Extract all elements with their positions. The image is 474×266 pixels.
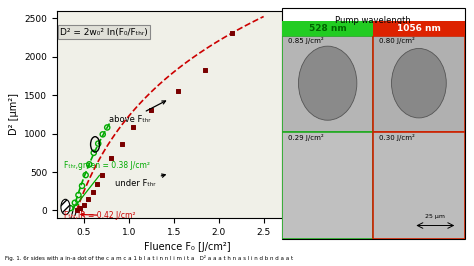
Ellipse shape [61,199,70,215]
Bar [282,36,373,132]
Text: 1056 nm: 1056 nm [397,24,441,33]
Point [201,68,209,72]
Point [107,156,115,160]
Point [129,125,137,130]
Point [78,184,86,188]
Point [76,206,84,210]
Point [94,142,102,146]
Text: Fₜₕᵣ,IR = 0.42 J/cm²: Fₜₕᵣ,IR = 0.42 J/cm² [64,211,136,220]
Ellipse shape [299,46,357,120]
Text: 25 μm: 25 μm [425,214,445,219]
Point [63,208,71,212]
Point [66,206,74,210]
Bar [373,132,465,239]
Point [84,197,92,201]
Point [75,193,82,197]
Bar [282,21,373,36]
Bar [373,21,465,36]
Y-axis label: D² [μm²]: D² [μm²] [9,93,18,135]
Point [228,31,236,35]
Point [85,162,93,167]
Text: 0.80 J/cm²: 0.80 J/cm² [379,37,415,44]
Point [118,142,126,146]
Text: above Fₜₕᵣ: above Fₜₕᵣ [109,101,165,124]
Point [93,182,101,186]
Point [103,125,111,130]
Point [89,190,97,194]
X-axis label: Fluence F₀ [J/cm²]: Fluence F₀ [J/cm²] [144,242,230,252]
Bar [282,132,373,239]
Point [71,201,79,205]
Text: Fₜₕᵣ,green = 0.38 J/cm²: Fₜₕᵣ,green = 0.38 J/cm² [64,161,150,206]
Text: Fig. 1. 6r sides with a in-a dot of the c a m c a 1 b l a t i n n l i m i t a   : Fig. 1. 6r sides with a in-a dot of the … [5,255,293,261]
Point [73,208,81,212]
Point [174,88,182,93]
Point [82,173,90,177]
Text: 528 nm: 528 nm [309,24,346,33]
Text: Pump wavelength: Pump wavelength [336,16,411,25]
Point [80,202,88,207]
Point [147,108,155,112]
Text: 0.30 J/cm²: 0.30 J/cm² [379,134,415,141]
Ellipse shape [392,48,446,118]
Point [90,151,98,155]
Text: 0.29 J/cm²: 0.29 J/cm² [288,134,323,141]
Text: D² = 2w₀² ln(F₀/Fₜₕᵣ): D² = 2w₀² ln(F₀/Fₜₕᵣ) [61,28,148,36]
Text: 0.85 J/cm²: 0.85 J/cm² [288,37,323,44]
Bar [373,36,465,132]
Text: under Fₜₕᵣ: under Fₜₕᵣ [115,174,165,188]
Point [98,173,106,177]
Point [99,132,107,136]
